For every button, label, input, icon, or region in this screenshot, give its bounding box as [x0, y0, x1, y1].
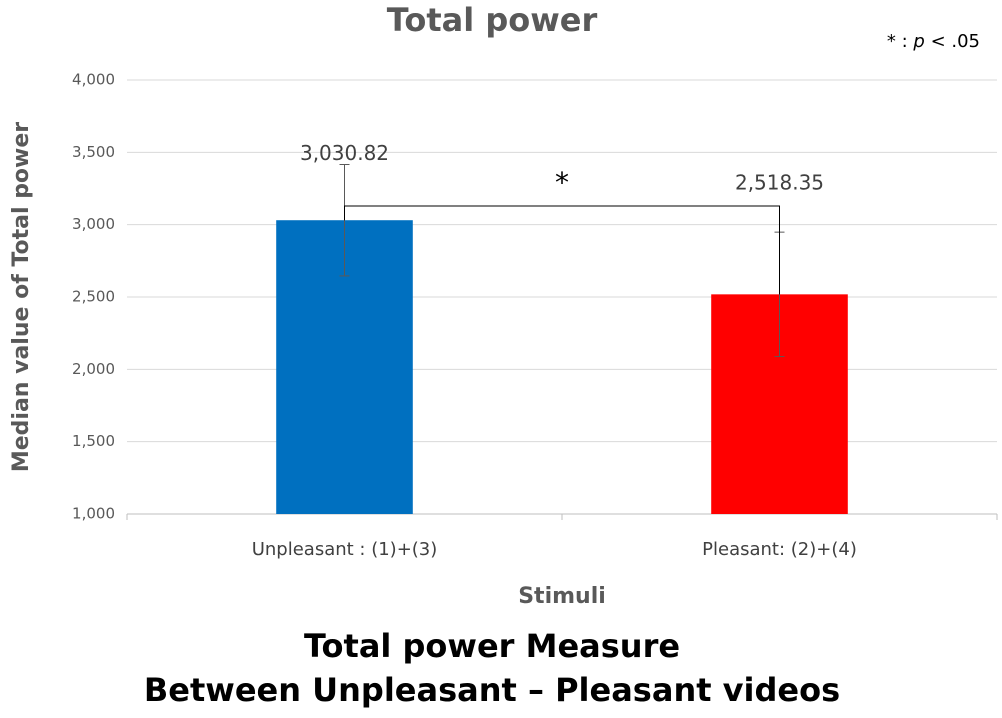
significance-bracket [344, 205, 780, 295]
y-tick-label: 4,000 [72, 71, 115, 89]
data-label: 3,030.82 [300, 141, 389, 165]
caption: Between Unpleasant – Pleasant videos [144, 671, 840, 709]
significance-mark: * [555, 166, 569, 199]
chart-title: Total power [387, 1, 598, 39]
y-tick-label: 3,500 [72, 143, 115, 161]
y-tick-label: 1,500 [72, 432, 115, 450]
y-axis-label: Median value of Total power [9, 122, 34, 472]
y-tick-label: 2,000 [72, 360, 115, 378]
note-part: * : [887, 31, 914, 52]
y-tick-label: 1,000 [72, 505, 115, 523]
y-tick-label: 3,000 [72, 215, 115, 233]
significance-note: * : p < .05 [887, 31, 980, 52]
note-part: < .05 [925, 31, 980, 52]
x-tick-label: Unpleasant : (1)+(3) [252, 539, 438, 560]
data-label: 2,518.35 [735, 171, 824, 195]
y-tick-label: 2,500 [72, 288, 115, 306]
caption: Total power Measure [304, 627, 680, 665]
note-part: p [912, 31, 924, 52]
x-tick-label: Pleasant: (2)+(4) [702, 539, 857, 560]
x-axis-label: Stimuli [518, 584, 606, 609]
